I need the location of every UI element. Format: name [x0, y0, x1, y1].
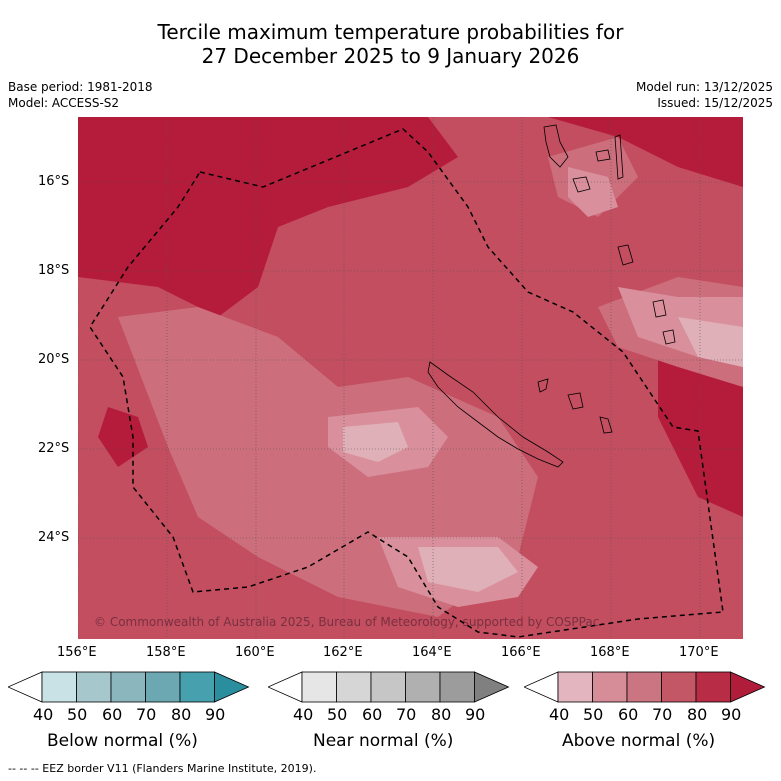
lat-tick-16: 16°S: [38, 174, 70, 189]
new-caledonia-coastline: [427, 361, 564, 468]
cb-below-tick: 80: [171, 705, 192, 724]
lat-tick-20: 20°S: [38, 352, 70, 367]
colorbar-triangle-low: [524, 671, 559, 703]
colorbar-label-near: Near normal (%): [313, 731, 454, 751]
lon-tick-164: 164°E: [412, 645, 452, 660]
region-p50-east: [678, 317, 743, 367]
colorbar-triangle-low: [268, 671, 303, 703]
colorbar-swatch: [405, 671, 441, 703]
cb-above-tick: 80: [687, 705, 708, 724]
colorbar-swatch: [695, 671, 731, 703]
cb-above-tick: 40: [549, 705, 570, 724]
copyright-text: © Commonwealth of Australia 2025, Bureau…: [94, 615, 599, 629]
cb-above-tick: 90: [721, 705, 742, 724]
colorbar-swatch: [110, 671, 146, 703]
cb-near-tick: 80: [431, 705, 452, 724]
issued-date: Issued: 15/12/2025: [657, 96, 773, 110]
lon-tick-156: 156°E: [57, 645, 97, 660]
cb-near-tick: 40: [293, 705, 314, 724]
cb-above-tick: 70: [652, 705, 673, 724]
colorbar-triangle-low: [8, 671, 43, 703]
colorbar-swatch: [557, 671, 593, 703]
vanuatu-island-2: [572, 176, 591, 193]
cb-below-tick: 50: [67, 705, 88, 724]
colorbar-swatch: [145, 671, 181, 703]
lat-tick-18: 18°S: [38, 263, 70, 278]
colorbar-swatch: [439, 671, 475, 703]
colorbar-label-below: Below normal (%): [47, 731, 198, 751]
lon-tick-166: 166°E: [501, 645, 541, 660]
model-run: Model run: 13/12/2025: [635, 80, 773, 94]
colorbar-swatch: [370, 671, 406, 703]
colorbar-triangle-high: [730, 671, 766, 703]
lon-tick-168: 168°E: [590, 645, 630, 660]
cb-near-tick: 50: [327, 705, 348, 724]
gridlines: [78, 117, 743, 639]
lon-tick-158: 158°E: [146, 645, 186, 660]
colorbar-label-above: Above normal (%): [562, 731, 716, 751]
colorbar-swatch: [626, 671, 662, 703]
vanuatu-island-7: [662, 329, 676, 345]
loyalty-island-1: [537, 378, 549, 393]
colorbar-swatch: [661, 671, 697, 703]
vanuatu-island-5: [617, 244, 634, 266]
colorbar-swatch: [76, 671, 112, 703]
lon-tick-162: 162°E: [323, 645, 363, 660]
loyalty-island-3: [599, 416, 613, 434]
vanuatu-island-4: [614, 134, 624, 180]
region-p60-vanuatu: [568, 167, 618, 217]
cb-below-tick: 40: [33, 705, 54, 724]
region-p90-northeast: [548, 117, 743, 187]
title-line-2: 27 December 2025 to 9 January 2026: [201, 44, 580, 68]
cb-below-tick: 90: [205, 705, 226, 724]
colorbar-swatch: [179, 671, 215, 703]
probability-map: © Commonwealth of Australia 2025, Bureau…: [78, 117, 743, 639]
eez-border-credit: -- -- -- EEZ border V11 (Flanders Marine…: [8, 762, 317, 775]
cb-near-tick: 90: [465, 705, 486, 724]
vanuatu-island-6: [652, 299, 667, 318]
cb-below-tick: 70: [136, 705, 157, 724]
loyalty-island-2: [567, 392, 584, 410]
cb-near-tick: 60: [362, 705, 383, 724]
colorbar-swatch: [336, 671, 372, 703]
region-p90-west: [98, 407, 148, 467]
lon-tick-170: 170°E: [679, 645, 719, 660]
colorbar-triangle-high: [474, 671, 510, 703]
colorbar-below: [8, 671, 250, 703]
region-p90-northwest: [78, 117, 458, 317]
lat-tick-24: 24°S: [38, 530, 70, 545]
colorbar-swatch: [592, 671, 628, 703]
vanuatu-island-1: [543, 124, 569, 168]
region-p50-central: [343, 422, 408, 462]
lat-tick-22: 22°S: [38, 441, 70, 456]
region-p50-south: [418, 547, 518, 592]
colorbar-near: [268, 671, 510, 703]
vanuatu-island-3: [595, 149, 611, 162]
colorbar-above: [524, 671, 766, 703]
colorbar-swatch: [301, 671, 337, 703]
cb-below-tick: 60: [102, 705, 123, 724]
cb-above-tick: 50: [583, 705, 604, 724]
lon-tick-160: 160°E: [235, 645, 275, 660]
cb-above-tick: 60: [618, 705, 639, 724]
model-name: Model: ACCESS-S2: [8, 96, 120, 110]
eez-border: [89, 128, 724, 638]
cb-near-tick: 70: [396, 705, 417, 724]
colorbar-swatch: [41, 671, 77, 703]
title-line-1: Tercile maximum temperature probabilitie…: [157, 20, 624, 44]
base-period: Base period: 1981-2018: [8, 80, 153, 94]
colorbar-triangle-high: [214, 671, 250, 703]
